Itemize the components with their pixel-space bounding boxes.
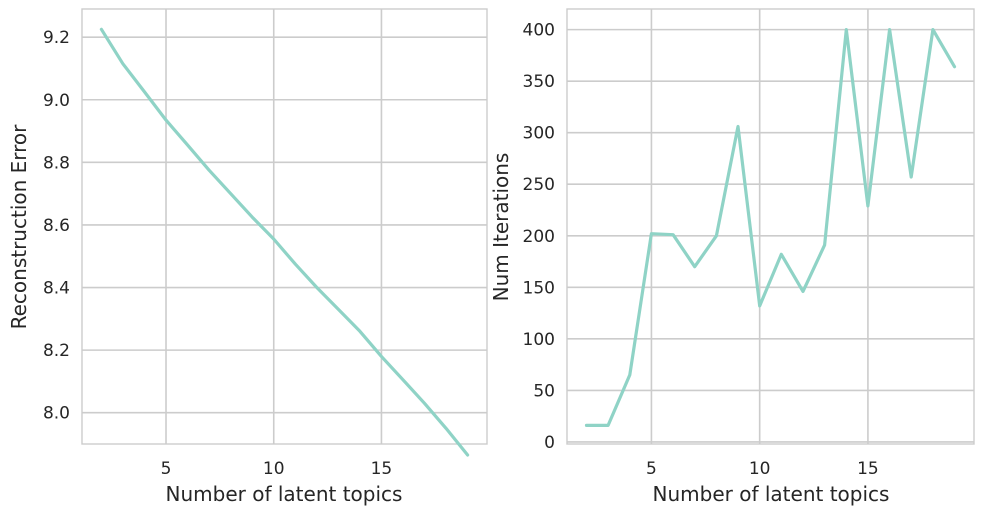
x-axis-label: Number of latent topics — [166, 482, 403, 506]
chart-num-iterations: 5 10 15 0 50 100 150 200 250 300 350 400 Number of… — [489, 9, 974, 506]
y-tick-labels: 8.0 8.2 8.4 8.6 8.8 9.0 9.2 — [43, 28, 70, 424]
y-tick-label: 150 — [523, 278, 555, 298]
x-tick-label: 15 — [857, 459, 879, 479]
y-tick-label: 350 — [523, 72, 555, 92]
plot-frame — [82, 9, 487, 444]
x-tick-label: 10 — [263, 459, 285, 479]
series-line — [587, 30, 955, 426]
x-tick-label: 5 — [161, 459, 172, 479]
y-tick-label: 250 — [523, 175, 555, 195]
y-axis-label: Num Iterations — [489, 153, 513, 302]
y-tick-label: 8.6 — [43, 216, 70, 236]
x-tick-labels: 5 10 15 — [646, 459, 879, 479]
y-tick-label: 8.4 — [43, 279, 70, 299]
y-tick-label: 0 — [544, 433, 555, 453]
y-tick-label: 9.0 — [43, 91, 70, 111]
y-tick-label: 400 — [523, 21, 555, 41]
y-tick-label: 100 — [523, 330, 555, 350]
y-tick-label: 8.8 — [43, 153, 70, 173]
y-tick-label: 9.2 — [43, 28, 70, 48]
x-tick-label: 10 — [749, 459, 771, 479]
x-tick-label: 15 — [371, 459, 393, 479]
series-line — [101, 29, 467, 455]
chart-reconstruction-error: 5 10 15 8.0 8.2 8.4 8.6 8.8 9.0 9.2 Number of la… — [7, 9, 487, 506]
y-tick-label: 8.2 — [43, 341, 70, 361]
y-axis-label: Reconstruction Error — [7, 124, 31, 330]
x-axis-label: Number of latent topics — [653, 482, 890, 506]
y-tick-label: 8.0 — [43, 404, 70, 424]
y-tick-label: 50 — [533, 381, 555, 401]
y-tick-label: 300 — [523, 124, 555, 144]
y-tick-labels: 0 50 100 150 200 250 300 350 400 — [523, 21, 555, 453]
y-tick-label: 200 — [523, 227, 555, 247]
x-tick-label: 5 — [646, 459, 657, 479]
grid-y — [82, 37, 487, 413]
grid-x — [651, 9, 867, 444]
x-tick-labels: 5 10 15 — [161, 459, 393, 479]
grid-x — [166, 9, 381, 444]
